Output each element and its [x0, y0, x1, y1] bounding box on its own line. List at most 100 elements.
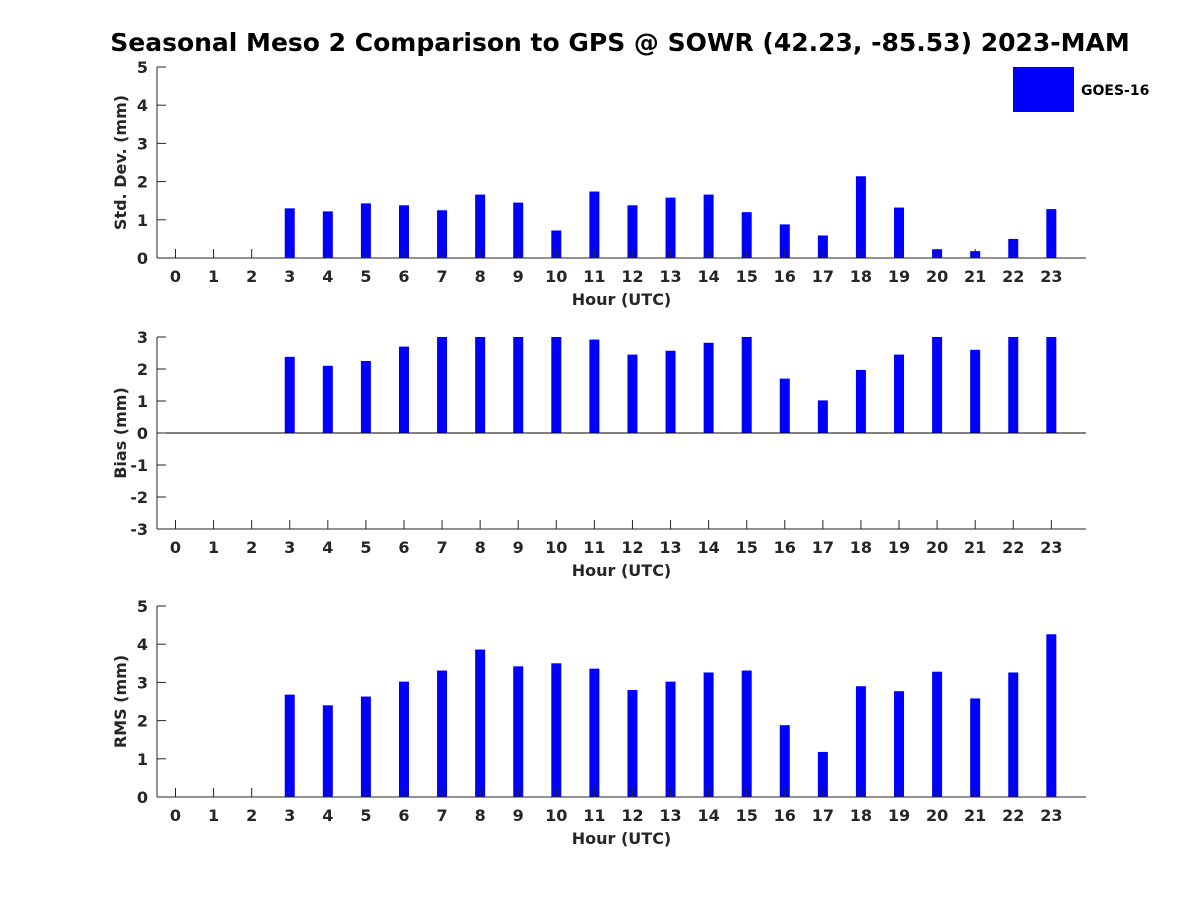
rms-y-tick-label: 0: [137, 788, 148, 807]
bias-y-tick-label: -1: [130, 456, 148, 475]
rms-bar: [589, 668, 600, 797]
std-dev-bar: [475, 194, 486, 258]
std-dev-x-tick-label: 22: [1002, 267, 1024, 286]
std-dev-bar: [855, 176, 866, 258]
rms-bar: [513, 666, 524, 797]
rms-bar: [1008, 672, 1019, 797]
bias-x-tick-label: 17: [812, 538, 834, 557]
std-dev-bar: [703, 194, 714, 258]
bias-x-tick-label: 5: [360, 538, 371, 557]
rms-x-tick-label: 13: [659, 806, 681, 825]
bias-x-tick-label: 12: [621, 538, 643, 557]
bias-x-tick-label: 14: [697, 538, 719, 557]
std-dev-bar: [817, 235, 828, 258]
rms-bar: [437, 670, 448, 797]
bias-y-axis-label: Bias (mm): [111, 387, 130, 479]
rms-x-tick-label: 4: [322, 806, 333, 825]
bias-bar: [551, 337, 562, 433]
std-dev-bar: [665, 197, 676, 258]
bias-y-tick-label: 2: [137, 360, 148, 379]
std-dev-bar: [551, 230, 562, 258]
rms-y-tick-label: 2: [137, 712, 148, 731]
bias-y-tick-label: 0: [137, 424, 148, 443]
bias-x-tick-label: 4: [322, 538, 333, 557]
rms-bar: [665, 681, 676, 797]
std-dev-bar: [589, 191, 600, 258]
std-dev-x-tick-label: 8: [475, 267, 486, 286]
std-dev-x-tick-label: 17: [812, 267, 834, 286]
std-dev-x-tick-label: 10: [545, 267, 567, 286]
std-dev-bar: [1008, 238, 1019, 258]
bias-x-tick-label: 0: [170, 538, 181, 557]
bias-bar: [1008, 337, 1019, 433]
rms-bar: [627, 690, 638, 797]
rms-x-tick-label: 21: [964, 806, 986, 825]
std-dev-x-tick-label: 19: [888, 267, 910, 286]
rms-x-tick-label: 17: [812, 806, 834, 825]
bias-bar: [970, 349, 981, 433]
bias-bar: [1046, 337, 1057, 433]
bias-bar: [398, 346, 409, 433]
rms-x-axis-label: Hour (UTC): [572, 829, 672, 848]
bias-bar: [817, 400, 828, 433]
std-dev-x-tick-label: 9: [513, 267, 524, 286]
legend: GOES-16: [1013, 67, 1149, 112]
bias-bar: [855, 369, 866, 433]
bias-bar: [932, 337, 943, 433]
std-dev-x-tick-label: 7: [436, 267, 447, 286]
bias-x-tick-label: 16: [774, 538, 796, 557]
rms-bar: [322, 705, 333, 797]
bias-x-tick-label: 22: [1002, 538, 1024, 557]
std-dev-bar: [284, 208, 295, 258]
rms-bar: [475, 649, 486, 797]
rms-x-tick-label: 7: [436, 806, 447, 825]
bias-x-tick-label: 23: [1040, 538, 1062, 557]
bias-x-tick-label: 18: [850, 538, 872, 557]
bias-y-tick-label: 3: [137, 328, 148, 347]
bias-x-tick-label: 2: [246, 538, 257, 557]
bias-x-tick-label: 3: [284, 538, 295, 557]
legend-swatch: [1013, 67, 1074, 112]
std-dev-y-tick-label: 4: [137, 96, 148, 115]
bias-x-tick-label: 21: [964, 538, 986, 557]
rms-bar: [360, 696, 371, 797]
std-dev-bar: [894, 207, 905, 258]
rms-y-axis-label: RMS (mm): [111, 655, 130, 748]
rms-x-tick-label: 15: [736, 806, 758, 825]
rms-bar: [398, 681, 409, 797]
rms-x-tick-label: 18: [850, 806, 872, 825]
std-dev-y-tick-label: 0: [137, 249, 148, 268]
std-dev-bar: [741, 212, 752, 258]
bias-bar: [322, 365, 333, 433]
std-dev-bar: [627, 205, 638, 258]
rms-bar: [284, 694, 295, 797]
std-dev-x-tick-label: 0: [170, 267, 181, 286]
bias-bar: [779, 378, 790, 433]
std-dev-x-tick-label: 12: [621, 267, 643, 286]
bias-bar: [437, 337, 448, 433]
std-dev-x-tick-label: 21: [964, 267, 986, 286]
rms-bar: [970, 698, 981, 797]
std-dev-x-tick-label: 1: [208, 267, 219, 286]
rms-x-tick-label: 0: [170, 806, 181, 825]
rms-x-tick-label: 5: [360, 806, 371, 825]
rms-bar: [703, 672, 714, 797]
rms-x-tick-label: 9: [513, 806, 524, 825]
std-dev-bar: [779, 224, 790, 258]
std-dev-x-tick-label: 4: [322, 267, 333, 286]
bias-x-tick-label: 8: [475, 538, 486, 557]
std-dev-x-axis-label: Hour (UTC): [572, 290, 672, 309]
rms-x-tick-label: 16: [774, 806, 796, 825]
rms-bar: [894, 691, 905, 797]
rms-x-tick-label: 19: [888, 806, 910, 825]
std-dev-x-tick-label: 6: [398, 267, 409, 286]
bias-bar: [627, 354, 638, 433]
bias-y-tick-label: -2: [130, 488, 148, 507]
bias-x-tick-label: 9: [513, 538, 524, 557]
rms-x-tick-label: 14: [697, 806, 719, 825]
std-dev-x-tick-label: 13: [659, 267, 681, 286]
